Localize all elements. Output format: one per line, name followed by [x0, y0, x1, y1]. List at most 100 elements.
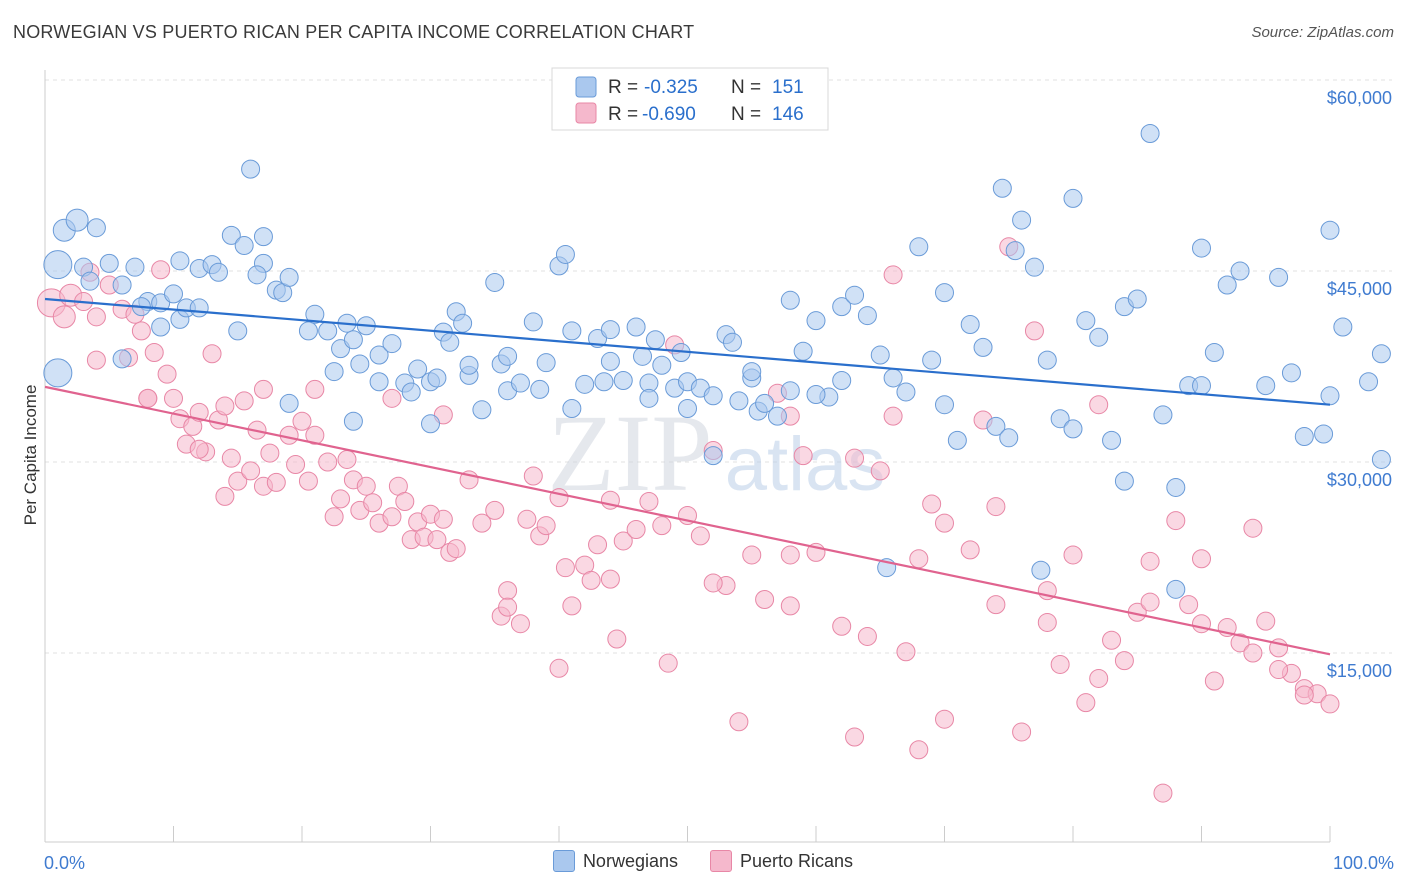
- norwegian-point-101: [1005, 241, 1025, 261]
- legend-bottom: Norwegians Puerto Ricans: [0, 850, 1406, 872]
- puerto-rican-point-39: [331, 489, 351, 509]
- puerto-rican-point-146: [1192, 549, 1211, 569]
- norwegian-point-164: [1192, 376, 1211, 396]
- puerto-rican-point-78: [652, 516, 672, 536]
- puerto-rican-point-115: [1140, 551, 1160, 571]
- norwegian-point-88: [857, 306, 877, 326]
- norwegian-point-62: [594, 372, 614, 392]
- norwegian-point-58: [555, 244, 575, 264]
- puerto-rican-point-135: [549, 658, 569, 678]
- puerto-rican-point-40: [337, 449, 357, 469]
- norwegian-point-150: [498, 346, 518, 366]
- puerto-rican-point-5: [86, 307, 106, 327]
- norwegian-point-30: [318, 321, 338, 341]
- series-norwegians: [43, 123, 1391, 599]
- norwegian-point-121: [1269, 267, 1289, 287]
- puerto-rican-point-34: [292, 411, 312, 431]
- puerto-rican-point-54: [433, 509, 453, 529]
- puerto-rican-point-35: [298, 471, 318, 491]
- puerto-rican-point-53: [427, 530, 447, 550]
- norwegian-point-152: [600, 351, 620, 371]
- puerto-rican-point-69: [562, 596, 582, 616]
- puerto-rican-point-105: [1012, 722, 1032, 742]
- norwegian-point-116: [1192, 238, 1211, 258]
- norwegian-point-41: [408, 359, 428, 379]
- puerto-rican-point-14: [157, 364, 177, 384]
- norwegian-point-5: [99, 253, 119, 273]
- norwegian-point-108: [1089, 327, 1109, 347]
- norwegian-point-77: [729, 391, 749, 411]
- legend-r-value-2: -0.690: [642, 104, 696, 125]
- puerto-rican-point-152: [382, 388, 402, 408]
- puerto-rican-point-59: [485, 500, 505, 520]
- norwegian-point-151: [562, 321, 582, 341]
- norwegian-point-63: [600, 320, 620, 340]
- norwegian-point-117: [1204, 342, 1224, 362]
- puerto-rican-point-23: [215, 486, 235, 506]
- puerto-rican-point-79: [658, 653, 678, 673]
- norwegian-point-84: [806, 311, 826, 331]
- puerto-rican-point-144: [1089, 668, 1109, 688]
- legend-top-box: [551, 67, 829, 131]
- puerto-rican-point-109: [1063, 545, 1083, 565]
- norwegian-point-122: [1281, 363, 1301, 383]
- norwegian-point-126: [1359, 372, 1379, 392]
- puerto-rican-point-75: [613, 531, 633, 551]
- puerto-rican-point-25: [228, 471, 248, 491]
- puerto-rican-point-134: [498, 597, 518, 617]
- norwegian-point-166: [1320, 386, 1340, 406]
- norwegian-point-18: [208, 262, 228, 282]
- norwegian-point-140: [43, 358, 73, 388]
- norwegian-point-56: [536, 353, 556, 373]
- puerto-rican-point-46: [382, 507, 402, 527]
- puerto-rican-point-44: [363, 493, 383, 513]
- y-tick-labels: $15,000 $30,000 $45,000 $60,000: [1327, 88, 1392, 681]
- norwegian-point-29: [305, 304, 325, 324]
- puerto-rican-point-62: [510, 614, 530, 634]
- norwegian-point-109: [1102, 430, 1122, 450]
- norwegian-point-159: [832, 371, 852, 391]
- y-axis-label: Per Capita Income: [21, 385, 40, 526]
- norwegian-point-93: [909, 237, 929, 257]
- puerto-rican-point-122: [1230, 633, 1250, 653]
- puerto-rican-point-99: [922, 494, 942, 514]
- puerto-rican-point-19: [189, 402, 209, 422]
- puerto-rican-point-85: [729, 712, 749, 732]
- norwegian-point-15: [170, 251, 190, 271]
- puerto-rican-point-98: [909, 740, 929, 760]
- norwegian-point-147: [369, 372, 389, 392]
- puerto-rican-point-72: [588, 535, 608, 555]
- puerto-rican-point-56: [446, 539, 466, 559]
- norwegian-point-158: [806, 385, 826, 405]
- norwegian-point-165: [1256, 376, 1276, 396]
- puerto-rican-point-113: [1114, 651, 1134, 671]
- chart-title: NORWEGIAN VS PUERTO RICAN PER CAPITA INC…: [13, 22, 695, 42]
- legend-swatch-puerto-ricans: [575, 102, 597, 124]
- puerto-rican-point-48: [395, 491, 415, 511]
- x-tick-label-max: 100.0%: [1333, 853, 1394, 873]
- puerto-rican-point-131: [215, 396, 235, 416]
- norwegian-point-163: [1114, 471, 1134, 491]
- norwegian-point-2: [86, 218, 106, 238]
- norwegian-point-153: [639, 388, 659, 408]
- puerto-rican-point-96: [883, 265, 903, 285]
- norwegian-point-145: [279, 393, 299, 413]
- norwegian-point-92: [896, 382, 916, 402]
- puerto-rican-point-130: [138, 388, 158, 408]
- puerto-rican-point-61: [498, 581, 518, 601]
- norwegian-point-20: [234, 236, 254, 256]
- legend-n-value-1: 151: [772, 77, 804, 98]
- puerto-rican-point-112: [1102, 630, 1122, 650]
- norwegian-point-37: [369, 345, 389, 365]
- norwegian-point-111: [1127, 289, 1147, 309]
- y-tick-label-1: $30,000: [1327, 470, 1392, 490]
- legend-n-label-1: N =: [731, 77, 761, 98]
- norwegian-point-155: [703, 446, 723, 466]
- legend-item-norwegians: Norwegians: [552, 850, 678, 872]
- puerto-rican-point-12: [144, 342, 164, 362]
- norwegian-point-86: [832, 297, 852, 317]
- norwegian-point-96: [947, 430, 967, 450]
- norwegian-point-83: [793, 341, 813, 361]
- legend-label-puerto-ricans: Puerto Ricans: [739, 850, 854, 871]
